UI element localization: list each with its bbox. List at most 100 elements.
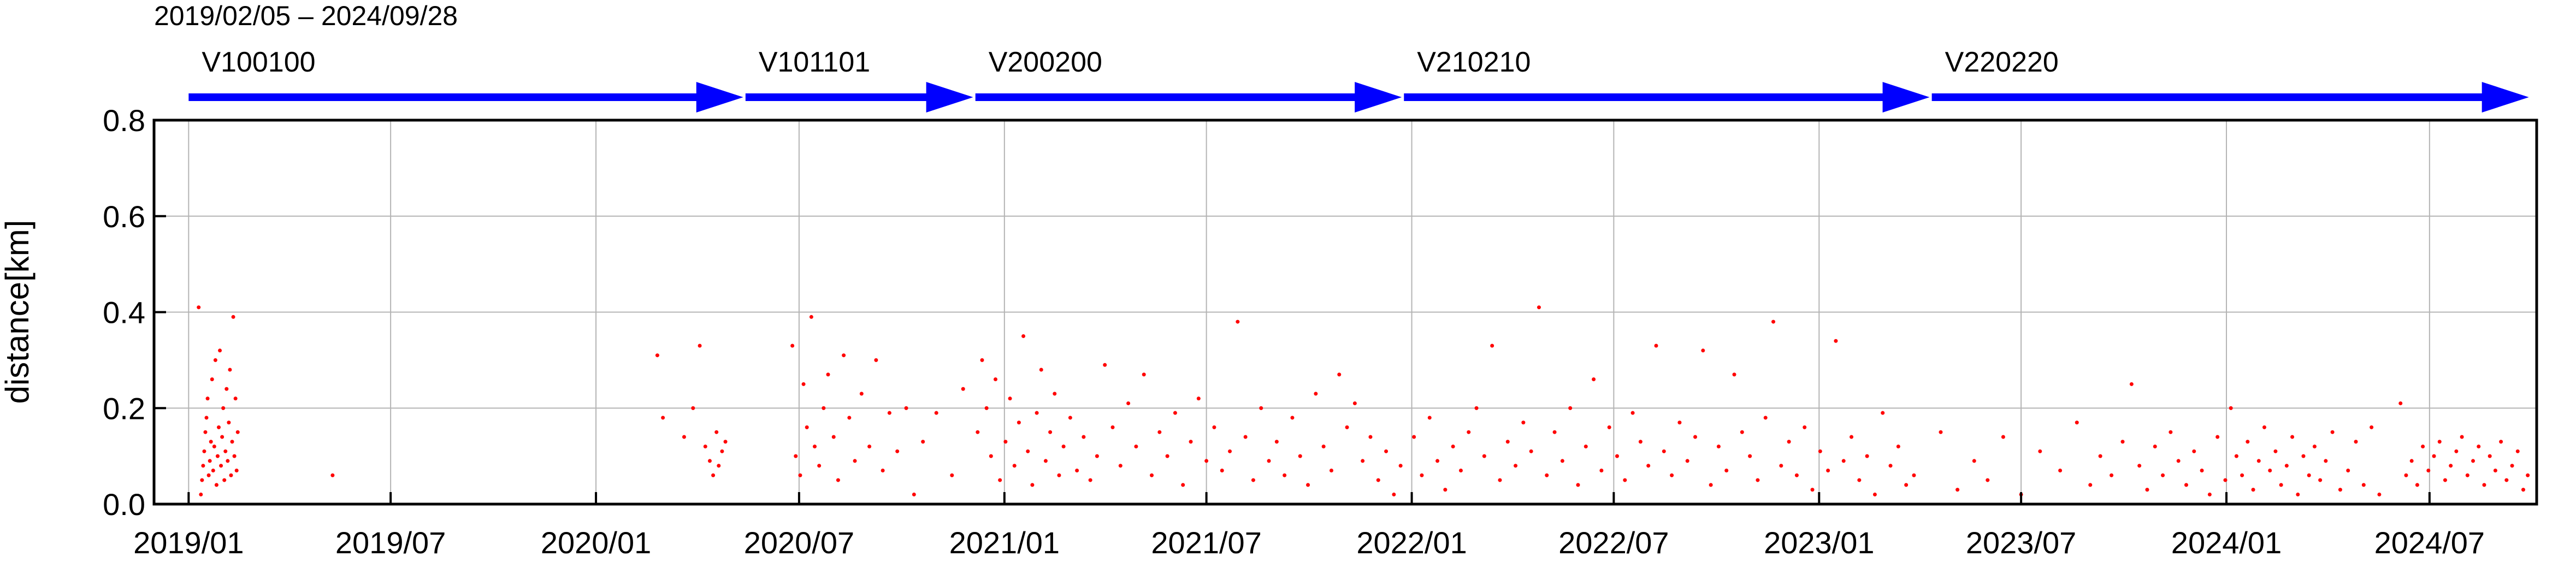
data-point bbox=[1623, 478, 1627, 482]
data-point bbox=[790, 344, 795, 348]
data-point bbox=[2223, 478, 2228, 482]
data-point bbox=[2409, 459, 2414, 463]
data-point bbox=[2256, 459, 2261, 463]
data-point bbox=[1888, 464, 1893, 468]
data-point bbox=[1834, 339, 1838, 343]
data-point bbox=[1972, 459, 1976, 463]
data-point bbox=[1329, 468, 1333, 472]
data-point bbox=[1474, 406, 1479, 410]
data-point bbox=[1283, 473, 1287, 477]
data-point bbox=[2262, 425, 2266, 429]
data-point bbox=[2145, 488, 2149, 492]
data-point bbox=[2251, 488, 2255, 492]
data-point bbox=[2437, 440, 2442, 444]
data-point bbox=[1654, 344, 1658, 348]
data-point bbox=[1451, 445, 1455, 449]
data-point bbox=[1345, 425, 1349, 429]
data-point bbox=[1810, 488, 1815, 492]
x-tick-label: 2021/07 bbox=[1151, 525, 1261, 559]
data-point bbox=[1881, 411, 1885, 415]
data-point bbox=[661, 416, 665, 420]
data-point bbox=[1693, 435, 1698, 439]
data-point bbox=[2088, 483, 2093, 487]
data-point bbox=[2499, 440, 2503, 444]
data-point bbox=[912, 492, 916, 496]
data-point bbox=[2129, 382, 2134, 386]
data-point bbox=[209, 440, 213, 444]
data-point bbox=[232, 454, 237, 458]
data-point bbox=[1568, 406, 1573, 410]
data-point bbox=[1955, 488, 1960, 492]
data-point bbox=[1134, 445, 1138, 449]
data-point bbox=[230, 440, 234, 444]
data-point bbox=[2312, 445, 2317, 449]
data-point bbox=[2370, 425, 2374, 429]
data-point bbox=[2404, 473, 2408, 477]
grid-lines bbox=[154, 120, 2537, 505]
x-tick-label: 2022/01 bbox=[1356, 525, 1467, 559]
data-point bbox=[233, 397, 238, 401]
data-point bbox=[2110, 473, 2114, 477]
data-point bbox=[1075, 468, 1079, 472]
x-tick-label: 2023/01 bbox=[1764, 525, 1874, 559]
data-point bbox=[2346, 468, 2350, 472]
data-point bbox=[904, 406, 908, 410]
data-point bbox=[2207, 492, 2212, 496]
data-point bbox=[1505, 440, 1510, 444]
data-point bbox=[1298, 454, 1302, 458]
data-point bbox=[1003, 440, 1008, 444]
data-point bbox=[836, 478, 840, 482]
data-point bbox=[1443, 488, 1447, 492]
data-point bbox=[2240, 473, 2244, 477]
data-point bbox=[1716, 445, 1721, 449]
data-point bbox=[961, 387, 965, 391]
data-point bbox=[1110, 425, 1115, 429]
data-point bbox=[2290, 435, 2295, 439]
data-point bbox=[1685, 459, 1689, 463]
data-point bbox=[1592, 377, 1596, 382]
data-point bbox=[2296, 492, 2300, 496]
data-point bbox=[1545, 473, 1549, 477]
data-point bbox=[1521, 421, 1526, 425]
data-point bbox=[2273, 449, 2278, 453]
data-point bbox=[2432, 454, 2436, 458]
data-point bbox=[1818, 449, 1822, 453]
data-point bbox=[1057, 473, 1061, 477]
data-point bbox=[723, 440, 728, 444]
data-point bbox=[881, 468, 885, 472]
data-point bbox=[226, 459, 230, 463]
data-point bbox=[197, 305, 201, 310]
data-point bbox=[698, 344, 702, 348]
data-point bbox=[867, 445, 872, 449]
data-point bbox=[813, 445, 817, 449]
data-point bbox=[1243, 435, 1248, 439]
data-point bbox=[2234, 454, 2238, 458]
data-point bbox=[214, 483, 218, 487]
data-point bbox=[1039, 368, 1043, 372]
data-point bbox=[2200, 468, 2204, 472]
data-point bbox=[2515, 449, 2520, 453]
data-point bbox=[1584, 445, 1588, 449]
data-point bbox=[801, 382, 806, 386]
data-point bbox=[2398, 401, 2403, 405]
data-point bbox=[2229, 406, 2233, 410]
data-point bbox=[234, 468, 239, 472]
data-point bbox=[229, 473, 233, 477]
data-point bbox=[1030, 483, 1035, 487]
data-point bbox=[1021, 334, 1026, 338]
data-point bbox=[2338, 488, 2342, 492]
version-arrow-head bbox=[926, 82, 973, 113]
data-point bbox=[1514, 464, 1518, 468]
data-point bbox=[1008, 397, 1012, 401]
version-label: V200200 bbox=[989, 46, 1102, 78]
data-point bbox=[989, 454, 993, 458]
data-point bbox=[1251, 478, 1255, 482]
data-point bbox=[1361, 459, 1365, 463]
y-tick-label: 0.8 bbox=[103, 103, 145, 138]
data-point bbox=[2510, 464, 2514, 468]
data-point bbox=[1794, 473, 1799, 477]
x-tick-label: 2022/07 bbox=[1558, 525, 1669, 559]
data-point bbox=[1082, 435, 1086, 439]
data-point bbox=[798, 473, 802, 477]
